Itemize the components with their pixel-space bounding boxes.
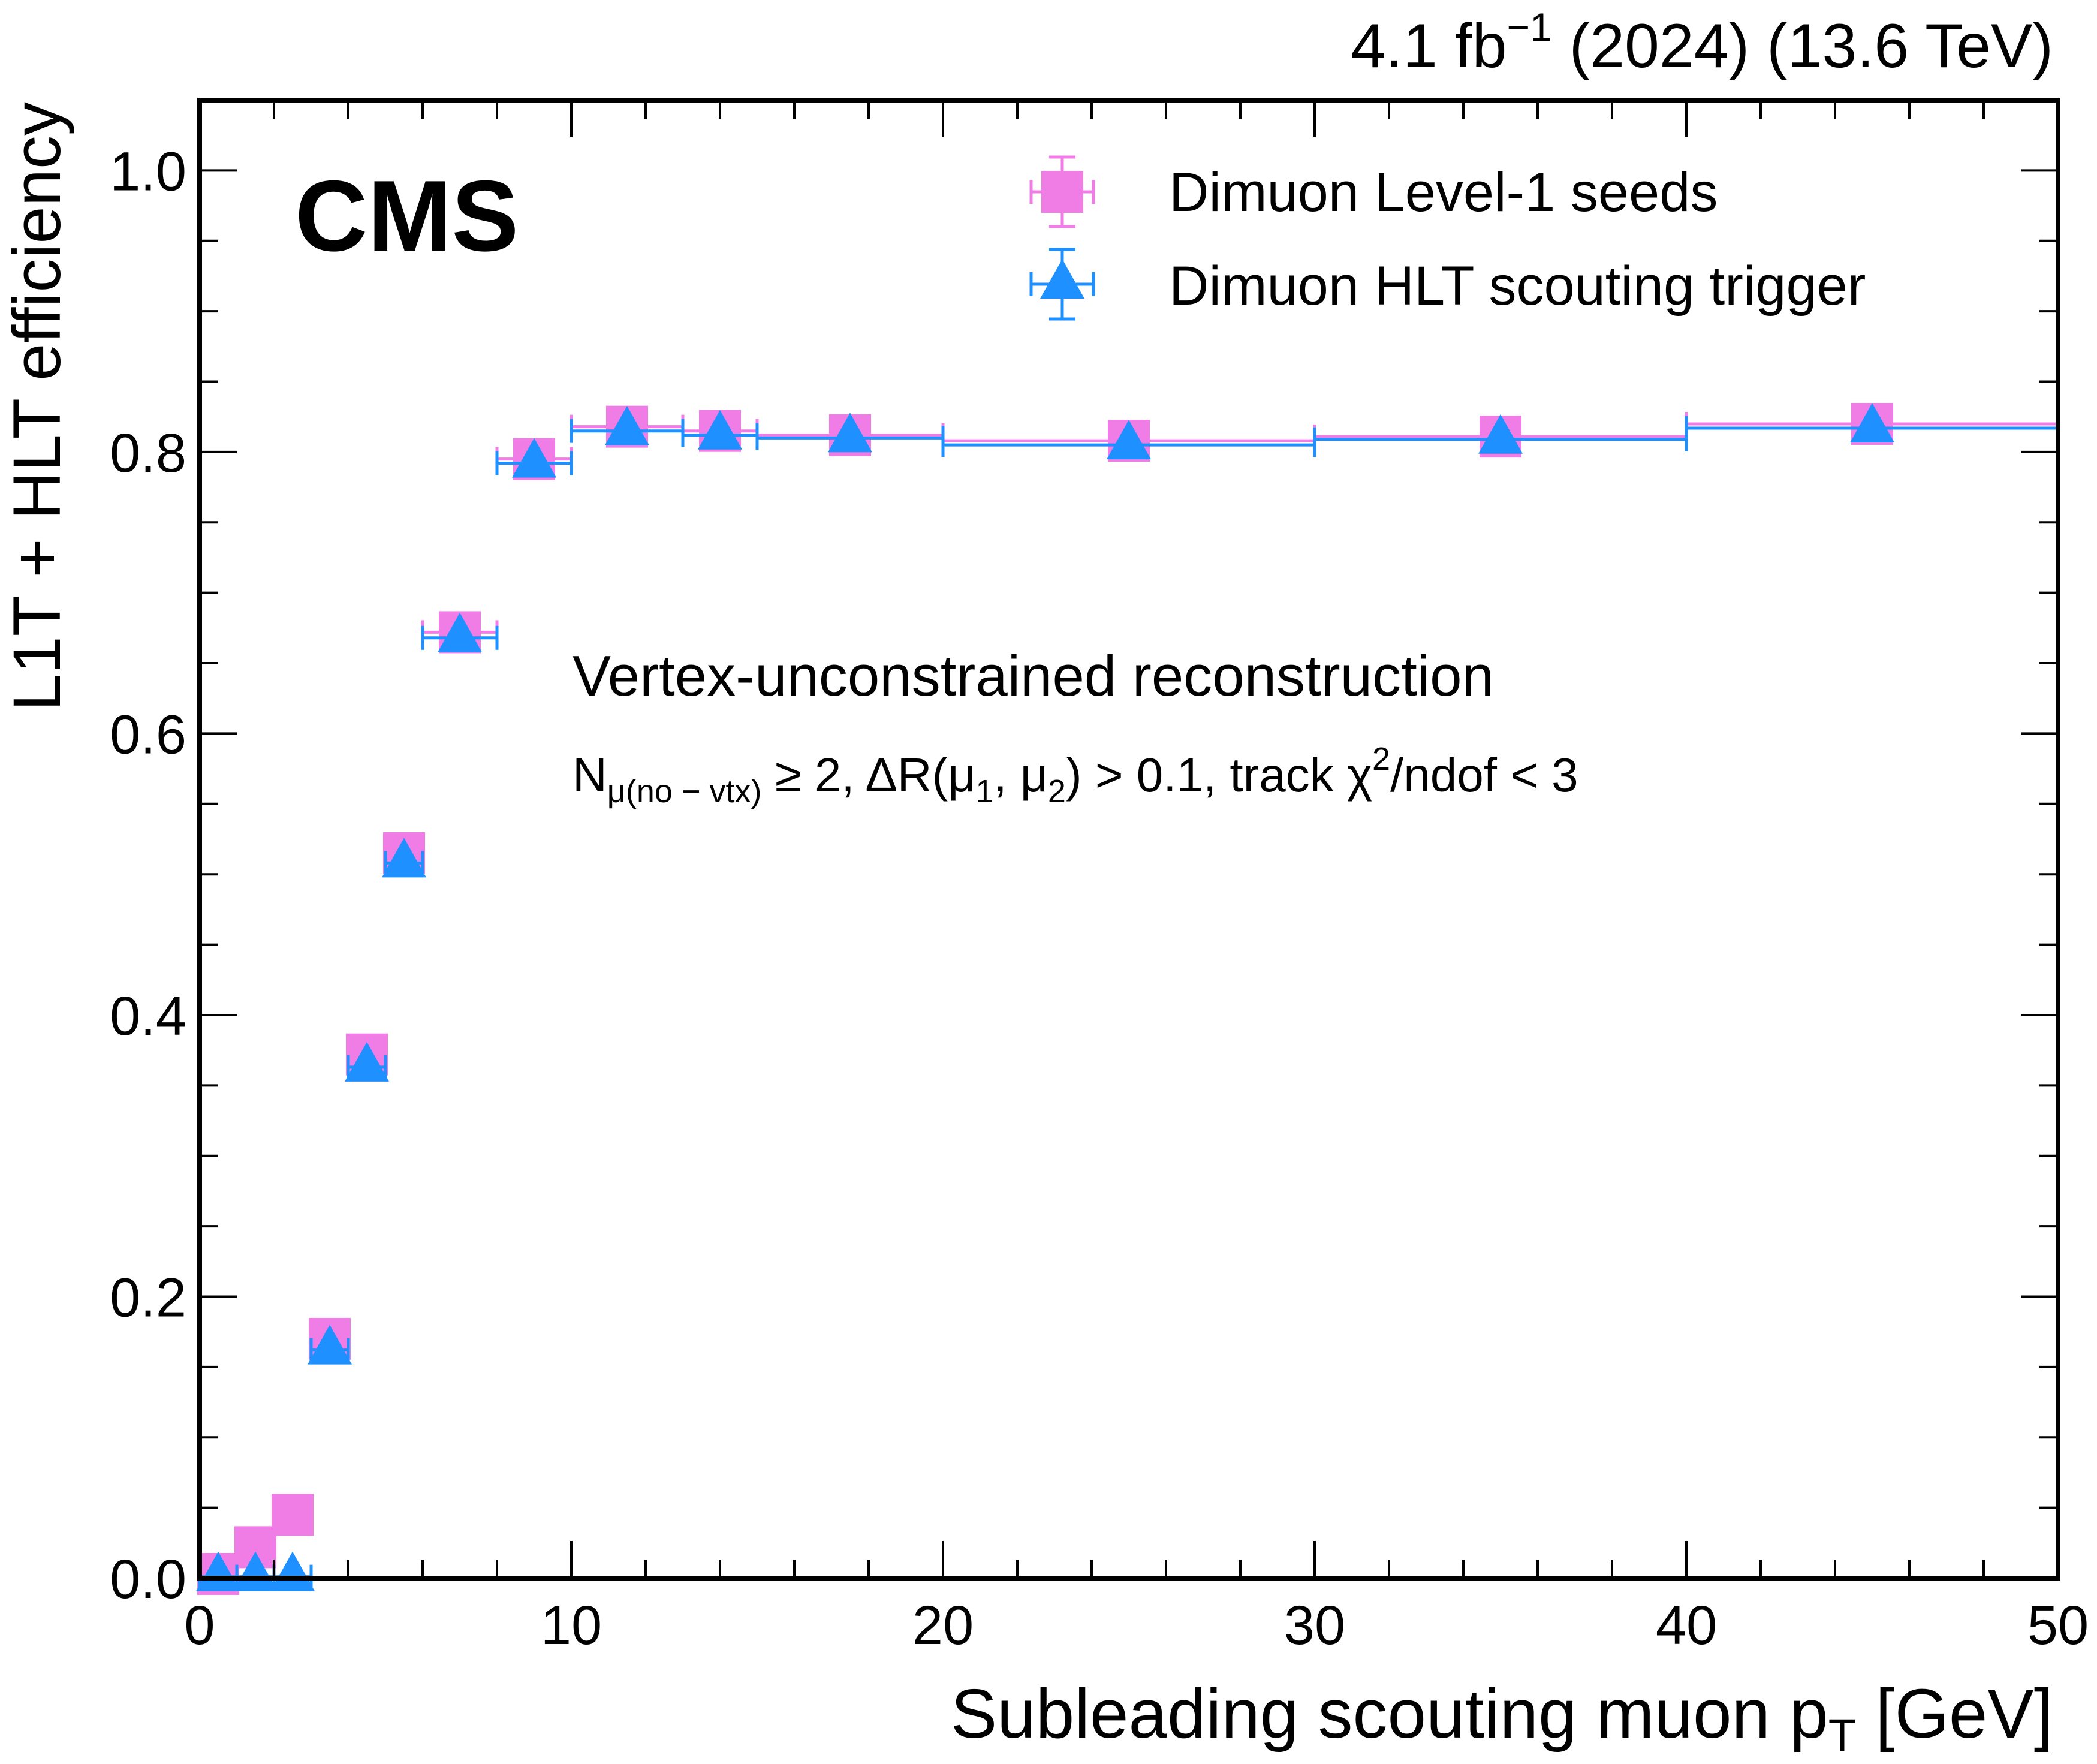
x-axis-label-sub: T [1828, 1710, 1856, 1761]
y-tick-label: 1.0 [110, 141, 186, 202]
legend-marker-hlt [1029, 248, 1095, 321]
y-tick-label: 0.4 [110, 986, 186, 1047]
annotation-n-sub: μ(no − vtx) [607, 773, 762, 809]
y-tick-label: 0.6 [110, 704, 186, 765]
data-point [382, 838, 426, 878]
x-tick-label: 20 [912, 1595, 974, 1656]
lumi-value: 4.1 fb [1351, 11, 1507, 81]
x-tick-label: 10 [541, 1595, 602, 1656]
annotation-mu1-sub: 1 [975, 773, 993, 809]
legend: Dimuon Level-1 seeds Dimuon HLT scouting… [1029, 155, 1866, 321]
annotation-chi-sup: 2 [1372, 741, 1390, 777]
y-tick-label: 0.8 [110, 423, 186, 484]
series-l1-seeds [197, 402, 2060, 1595]
data-point [196, 1551, 240, 1591]
legend-marker-symbol [1041, 171, 1083, 213]
annotation-part1: ≥ 2, ΔR(μ [761, 748, 975, 802]
data-point [438, 612, 482, 652]
annotation-mu2-sub: 2 [1048, 773, 1066, 809]
x-tick-label: 40 [1656, 1595, 1717, 1656]
plot-frame [197, 98, 2060, 1581]
legend-label-hlt: Dimuon HLT scouting trigger [1169, 255, 1866, 317]
legend-label-l1: Dimuon Level-1 seeds [1169, 162, 1718, 223]
data-layer [196, 402, 2060, 1595]
cms-label: CMS [295, 159, 519, 272]
data-point [1850, 402, 1894, 442]
y-axis-label: L1T + HLT efficiency [0, 102, 74, 711]
x-axis-label-main: Subleading scouting muon p [951, 1675, 1828, 1753]
annotation-part2: , μ [993, 748, 1048, 802]
data-point [698, 410, 742, 450]
lumi-exponent: −1 [1507, 5, 1551, 49]
series-hlt-scouting [196, 402, 2060, 1591]
data-point [605, 405, 649, 445]
data-point [1478, 414, 1523, 454]
data-point [345, 1041, 389, 1082]
annotation-part3: ) > 0.1, track χ [1066, 748, 1372, 802]
x-axis-label: Subleading scouting muon pT [GeV] [951, 1675, 2053, 1761]
x-tick-label: 0 [184, 1595, 215, 1656]
data-point [233, 1551, 278, 1591]
data-point [270, 1551, 315, 1591]
legend-marker-l1 [1029, 155, 1095, 228]
y-tick-label: 0.2 [110, 1267, 186, 1328]
lumi-label: 4.1 fb−1 (2024) (13.6 TeV) [1351, 5, 2053, 81]
y-tick-label: 0.0 [110, 1549, 186, 1610]
data-point [272, 1494, 314, 1536]
data-point [1107, 420, 1151, 460]
x-tick-label: 30 [1284, 1595, 1345, 1656]
axis-ticks: 0 10 20 30 40 50 0.0 0.2 0.4 0.6 0.8 1.0 [110, 99, 2089, 1656]
data-point [828, 413, 872, 453]
annotation-n: N [573, 748, 607, 802]
data-point [512, 438, 556, 478]
annotation-line1: Vertex-unconstrained reconstruction [573, 644, 1494, 708]
x-tick-label: 50 [2027, 1595, 2089, 1656]
x-axis-label-unit: [GeV] [1856, 1675, 2053, 1753]
legend-marker-symbol [1040, 259, 1084, 299]
lumi-rest: (2024) (13.6 TeV) [1552, 11, 2053, 81]
annotation-line2: Nμ(no − vtx) ≥ 2, ΔR(μ1, μ2) > 0.1, trac… [573, 741, 1578, 809]
data-point [308, 1324, 352, 1365]
annotation-part4: /ndof < 3 [1390, 748, 1578, 802]
